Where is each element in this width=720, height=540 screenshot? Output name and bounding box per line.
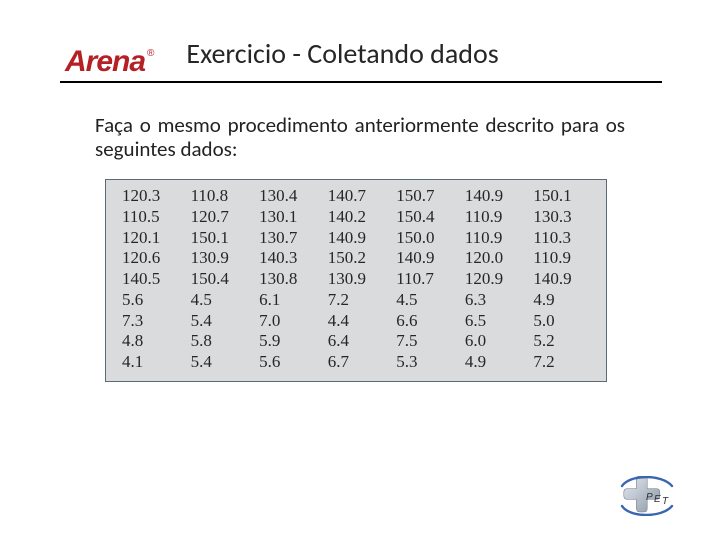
table-cell: 110.9 [461,207,530,228]
table-cell: 5.2 [529,331,598,352]
table-cell: 140.2 [324,207,393,228]
table-cell: 150.1 [529,186,598,207]
table-cell: 5.3 [392,352,461,373]
table-cell: 120.6 [118,248,187,269]
pet-logo-icon: P E T [616,476,678,516]
table-cell: 4.5 [392,290,461,311]
table-cell: 120.1 [118,228,187,249]
table-cell: 130.9 [187,248,256,269]
table-cell: 110.5 [118,207,187,228]
table-cell: 6.5 [461,311,530,332]
table-cell: 130.9 [324,269,393,290]
table-cell: 130.8 [255,269,324,290]
table-cell: 140.9 [529,269,598,290]
table-cell: 5.6 [118,290,187,311]
arena-logo-word: Arena [65,45,145,78]
svg-text:E: E [654,494,661,505]
table-cell: 5.4 [187,352,256,373]
body-paragraph: Faça o mesmo procedimento anteriormente … [95,113,625,161]
table-row: 120.1150.1130.7140.9150.0110.9110.3 [118,228,598,249]
table-cell: 7.0 [255,311,324,332]
table-cell: 120.9 [461,269,530,290]
table-cell: 6.3 [461,290,530,311]
table-cell: 130.3 [529,207,598,228]
table-cell: 110.7 [392,269,461,290]
table-cell: 130.7 [255,228,324,249]
table-cell: 6.7 [324,352,393,373]
table-cell: 150.4 [187,269,256,290]
table-cell: 5.9 [255,331,324,352]
table-cell: 4.1 [118,352,187,373]
table-cell: 140.5 [118,269,187,290]
data-table-container: 120.3110.8130.4140.7150.7140.9150.1110.5… [105,179,607,382]
table-cell: 7.2 [324,290,393,311]
table-cell: 110.8 [187,186,256,207]
table-cell: 4.9 [529,290,598,311]
table-row: 140.5150.4130.8130.9110.7120.9140.9 [118,269,598,290]
table-cell: 120.3 [118,186,187,207]
header-row: Arena® Exercicio - Coletando dados [0,0,720,77]
title-underline [60,81,662,83]
table-cell: 5.6 [255,352,324,373]
table-cell: 7.2 [529,352,598,373]
table-cell: 140.9 [324,228,393,249]
table-cell: 110.9 [461,228,530,249]
table-cell: 150.4 [392,207,461,228]
table-cell: 6.0 [461,331,530,352]
table-cell: 130.1 [255,207,324,228]
table-cell: 140.3 [255,248,324,269]
table-cell: 7.3 [118,311,187,332]
arena-logo-text: Arena® [65,47,152,77]
table-cell: 120.7 [187,207,256,228]
svg-text:T: T [662,496,669,507]
table-cell: 140.9 [461,186,530,207]
table-cell: 5.4 [187,311,256,332]
svg-text:P: P [646,492,653,503]
table-cell: 130.4 [255,186,324,207]
table-cell: 6.1 [255,290,324,311]
table-cell: 4.8 [118,331,187,352]
table-cell: 4.5 [187,290,256,311]
arena-logo: Arena® [65,47,152,77]
table-cell: 140.9 [392,248,461,269]
table-cell: 4.9 [461,352,530,373]
table-row: 110.5120.7130.1140.2150.4110.9130.3 [118,207,598,228]
table-cell: 6.6 [392,311,461,332]
table-cell: 7.5 [392,331,461,352]
table-cell: 120.0 [461,248,530,269]
table-row: 4.15.45.66.75.34.97.2 [118,352,598,373]
table-cell: 150.2 [324,248,393,269]
table-cell: 150.0 [392,228,461,249]
table-cell: 140.7 [324,186,393,207]
table-cell: 4.4 [324,311,393,332]
table-row: 120.6130.9140.3150.2140.9120.0110.9 [118,248,598,269]
trademark-symbol: ® [147,48,154,59]
table-row: 4.85.85.96.47.56.05.2 [118,331,598,352]
title-wrap: Exercicio - Coletando dados [182,36,670,77]
data-table-body: 120.3110.8130.4140.7150.7140.9150.1110.5… [118,186,598,373]
table-row: 120.3110.8130.4140.7150.7140.9150.1 [118,186,598,207]
table-cell: 6.4 [324,331,393,352]
table-cell: 5.0 [529,311,598,332]
table-cell: 150.1 [187,228,256,249]
table-row: 7.35.47.04.46.66.55.0 [118,311,598,332]
table-cell: 110.9 [529,248,598,269]
table-cell: 5.8 [187,331,256,352]
table-cell: 110.3 [529,228,598,249]
table-cell: 150.7 [392,186,461,207]
footer-logo: P E T [616,476,678,516]
data-table: 120.3110.8130.4140.7150.7140.9150.1110.5… [118,186,598,373]
page-title: Exercicio - Coletando dados [182,36,670,71]
table-row: 5.64.56.17.24.56.34.9 [118,290,598,311]
